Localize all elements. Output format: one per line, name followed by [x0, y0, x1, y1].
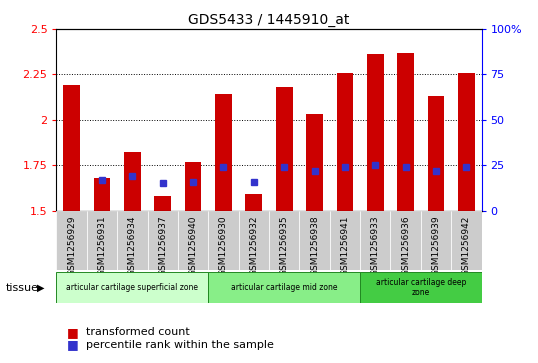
Text: GSM1256931: GSM1256931: [97, 215, 107, 276]
Text: articular cartilage superficial zone: articular cartilage superficial zone: [66, 283, 199, 292]
Bar: [276, 87, 293, 211]
Bar: [245, 194, 262, 211]
Bar: [337, 73, 353, 211]
Bar: [185, 162, 201, 211]
Bar: [360, 272, 482, 303]
Bar: [458, 73, 475, 211]
Bar: [56, 211, 87, 270]
Text: GSM1256930: GSM1256930: [219, 215, 228, 276]
Bar: [208, 272, 360, 303]
Text: GSM1256932: GSM1256932: [249, 215, 258, 276]
Text: ■: ■: [67, 326, 79, 339]
Bar: [428, 96, 444, 211]
Text: GSM1256942: GSM1256942: [462, 215, 471, 276]
Text: percentile rank within the sample: percentile rank within the sample: [86, 340, 274, 350]
Bar: [117, 211, 147, 270]
Bar: [299, 211, 330, 270]
Bar: [367, 54, 384, 211]
Text: articular cartilage mid zone: articular cartilage mid zone: [231, 283, 337, 292]
Bar: [330, 211, 360, 270]
Text: tissue: tissue: [5, 283, 38, 293]
Bar: [421, 211, 451, 270]
Text: GSM1256933: GSM1256933: [371, 215, 380, 276]
Bar: [306, 114, 323, 211]
Bar: [87, 211, 117, 270]
Bar: [451, 211, 482, 270]
Text: transformed count: transformed count: [86, 327, 190, 337]
Bar: [178, 211, 208, 270]
Text: ■: ■: [67, 338, 79, 351]
Bar: [391, 211, 421, 270]
Text: GSM1256934: GSM1256934: [128, 215, 137, 276]
Bar: [63, 85, 80, 211]
Text: GSM1256940: GSM1256940: [189, 215, 197, 276]
Text: GSM1256936: GSM1256936: [401, 215, 410, 276]
Bar: [147, 211, 178, 270]
Bar: [56, 272, 208, 303]
Bar: [269, 211, 299, 270]
Bar: [360, 211, 391, 270]
Text: GSM1256935: GSM1256935: [280, 215, 289, 276]
Bar: [215, 94, 232, 211]
Text: articular cartilage deep
zone: articular cartilage deep zone: [376, 278, 466, 297]
Text: GSM1256937: GSM1256937: [158, 215, 167, 276]
Bar: [94, 178, 110, 211]
Bar: [154, 196, 171, 211]
Text: GSM1256938: GSM1256938: [310, 215, 319, 276]
Text: GSM1256929: GSM1256929: [67, 215, 76, 276]
Text: GDS5433 / 1445910_at: GDS5433 / 1445910_at: [188, 13, 350, 27]
Bar: [124, 152, 141, 211]
Bar: [239, 211, 269, 270]
Text: GSM1256941: GSM1256941: [341, 215, 349, 276]
Text: GSM1256939: GSM1256939: [431, 215, 441, 276]
Bar: [208, 211, 239, 270]
Bar: [397, 53, 414, 211]
Text: ▶: ▶: [37, 283, 44, 293]
